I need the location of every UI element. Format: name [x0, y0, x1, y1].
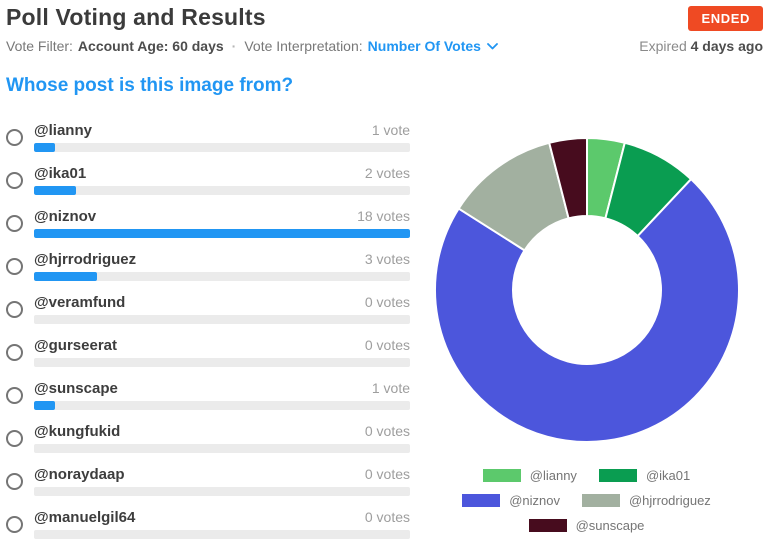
- option-label: @sunscape: [34, 380, 118, 397]
- option-vote-count: 18 votes: [357, 208, 410, 224]
- vote-bar-track: [34, 401, 410, 410]
- vote-bar-track: [34, 272, 410, 281]
- expired-value: 4 days ago: [690, 38, 763, 54]
- option-radio-veramfund[interactable]: [6, 300, 23, 318]
- option-label: @kungfukid: [34, 423, 121, 440]
- poll-option-row: @lianny 1 vote: [6, 122, 410, 152]
- status-badge: ENDED: [688, 6, 763, 31]
- option-radio-hjrrodriguez[interactable]: [6, 257, 23, 275]
- poll-option-row: @ika01 2 votes: [6, 165, 410, 195]
- page-title: Poll Voting and Results: [6, 4, 266, 30]
- option-label: @noraydaap: [34, 466, 125, 483]
- chart-column: @lianny @ika01 @niznov @hjrrodriguez @su…: [410, 122, 763, 551]
- vote-bar-track: [34, 186, 410, 195]
- option-radio-noraydaap[interactable]: [6, 472, 23, 490]
- vote-filter-value: Account Age: 60 days: [77, 38, 224, 54]
- legend-label: @niznov: [509, 493, 560, 508]
- option-vote-count: 2 votes: [364, 165, 410, 181]
- option-vote-count: 0 votes: [364, 337, 410, 353]
- vote-bar-track: [34, 530, 410, 539]
- legend-label: @sunscape: [575, 518, 645, 533]
- option-vote-count: 0 votes: [364, 423, 410, 439]
- vote-bar-track: [34, 358, 410, 367]
- legend-item-niznov[interactable]: @niznov: [462, 493, 560, 508]
- main-content: @lianny 1 vote @ika01 2 votes: [6, 122, 763, 551]
- poll-option-row: @sunscape 1 vote: [6, 380, 410, 410]
- option-vote-count: 1 vote: [371, 380, 410, 396]
- option-label: @lianny: [34, 122, 92, 139]
- expired-label: Expired: [639, 38, 687, 54]
- legend-swatch: [528, 519, 567, 532]
- vote-interpretation-select[interactable]: Number Of Votes: [368, 38, 498, 54]
- option-vote-count: 0 votes: [364, 294, 410, 310]
- poll-option-row: @noraydaap 0 votes: [6, 466, 410, 496]
- subheader: Vote Filter: Account Age: 60 days · Vote…: [6, 38, 763, 54]
- legend-item-ika01[interactable]: @ika01: [598, 468, 691, 483]
- donut-slice-niznov: [433, 178, 740, 443]
- vote-bar-track: [34, 487, 410, 496]
- chevron-down-icon: [487, 42, 498, 49]
- option-vote-count: 0 votes: [364, 509, 410, 525]
- option-label: @niznov: [34, 208, 97, 225]
- chart-legend: @lianny @ika01 @niznov @hjrrodriguez @su…: [462, 468, 711, 543]
- legend-item-lianny[interactable]: @lianny: [482, 468, 577, 483]
- dot-separator: ·: [231, 38, 237, 54]
- vote-bar-track: [34, 444, 410, 453]
- poll-options-list: @lianny 1 vote @ika01 2 votes: [6, 122, 410, 551]
- vote-bar-track: [34, 315, 410, 324]
- option-label: @veramfund: [34, 294, 126, 311]
- legend-swatch: [581, 494, 620, 507]
- vote-bar-fill: [34, 272, 97, 281]
- expired-status: Expired 4 days ago: [639, 38, 763, 54]
- option-radio-manuelgil64[interactable]: [6, 515, 23, 533]
- vote-bar-fill: [34, 401, 55, 410]
- poll-option-row: @hjrrodriguez 3 votes: [6, 251, 410, 281]
- vote-bar-fill: [34, 186, 76, 195]
- option-radio-gurseerat[interactable]: [6, 343, 23, 361]
- option-radio-kungfukid[interactable]: [6, 429, 23, 447]
- option-label: @hjrrodriguez: [34, 251, 137, 268]
- legend-swatch: [598, 469, 637, 482]
- filters-bar: Vote Filter: Account Age: 60 days · Vote…: [6, 38, 498, 54]
- vote-interpretation-label: Vote Interpretation:: [244, 38, 363, 54]
- header: Poll Voting and Results ENDED: [6, 4, 763, 31]
- poll-option-row: @niznov 18 votes: [6, 208, 410, 238]
- option-radio-sunscape[interactable]: [6, 386, 23, 404]
- option-label: @ika01: [34, 165, 87, 182]
- option-vote-count: 1 vote: [371, 122, 410, 138]
- legend-label: @ika01: [645, 468, 691, 483]
- option-label: @manuelgil64: [34, 509, 136, 526]
- vote-bar-track: [34, 143, 410, 152]
- option-label: @gurseerat: [34, 337, 117, 354]
- option-radio-lianny[interactable]: [6, 128, 23, 146]
- vote-bar-fill: [34, 229, 410, 238]
- poll-option-row: @veramfund 0 votes: [6, 294, 410, 324]
- option-radio-niznov[interactable]: [6, 214, 23, 232]
- donut-chart: [433, 137, 740, 443]
- vote-bar-fill: [34, 143, 55, 152]
- legend-item-sunscape[interactable]: @sunscape: [528, 518, 645, 533]
- option-vote-count: 3 votes: [364, 251, 410, 267]
- legend-swatch: [482, 469, 521, 482]
- poll-option-row: @kungfukid 0 votes: [6, 423, 410, 453]
- poll-question: Whose post is this image from?: [6, 75, 294, 96]
- vote-filter-label: Vote Filter:: [6, 38, 73, 54]
- legend-item-hjrrodriguez[interactable]: @hjrrodriguez: [581, 493, 711, 508]
- donut-slice-sunscape: [547, 137, 588, 220]
- legend-label: @hjrrodriguez: [628, 493, 711, 508]
- legend-label: @lianny: [529, 468, 577, 483]
- poll-option-row: @gurseerat 0 votes: [6, 337, 410, 367]
- vote-interpretation-value: Number Of Votes: [367, 38, 481, 54]
- vote-bar-track: [34, 229, 410, 238]
- poll-option-row: @manuelgil64 0 votes: [6, 509, 410, 539]
- option-radio-ika01[interactable]: [6, 171, 23, 189]
- legend-swatch: [462, 494, 501, 507]
- option-vote-count: 0 votes: [364, 466, 410, 482]
